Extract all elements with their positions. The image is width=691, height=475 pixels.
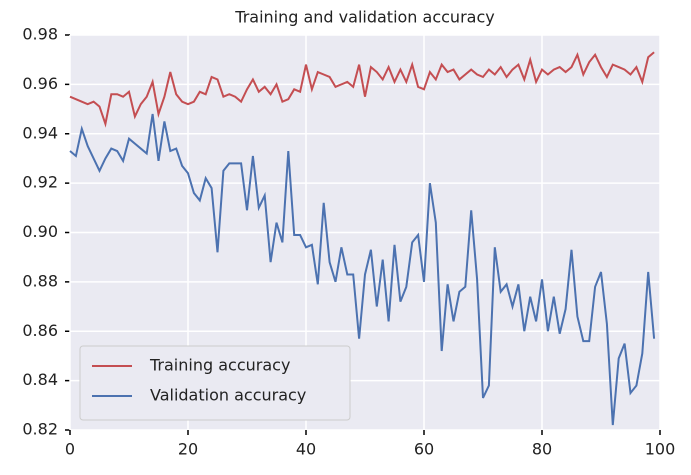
x-tick-label: 80 <box>532 440 552 459</box>
y-tick-label: 0.94 <box>22 123 58 142</box>
x-tick-label: 60 <box>414 440 434 459</box>
x-tick-label: 0 <box>65 440 75 459</box>
y-tick-label: 0.98 <box>22 25 58 44</box>
x-tick-label: 20 <box>178 440 198 459</box>
y-tick-label: 0.88 <box>22 271 58 290</box>
y-tick-label: 0.84 <box>22 370 58 389</box>
data-line <box>69 51 655 128</box>
y-tick-label: 0.86 <box>22 321 58 340</box>
legend-label: Training accuracy <box>149 356 290 375</box>
legend-label: Validation accuracy <box>150 386 306 405</box>
y-tick-label: 0.90 <box>22 222 58 241</box>
x-tick-label: 40 <box>296 440 316 459</box>
y-tick-label: 0.82 <box>22 420 58 439</box>
y-tick-label: 0.92 <box>22 173 58 192</box>
x-tick-label: 100 <box>645 440 676 459</box>
y-tick-label: 0.96 <box>22 74 58 93</box>
legend-box <box>79 345 351 421</box>
data-line <box>69 113 656 426</box>
chart-title: Training and validation accuracy <box>234 8 494 27</box>
